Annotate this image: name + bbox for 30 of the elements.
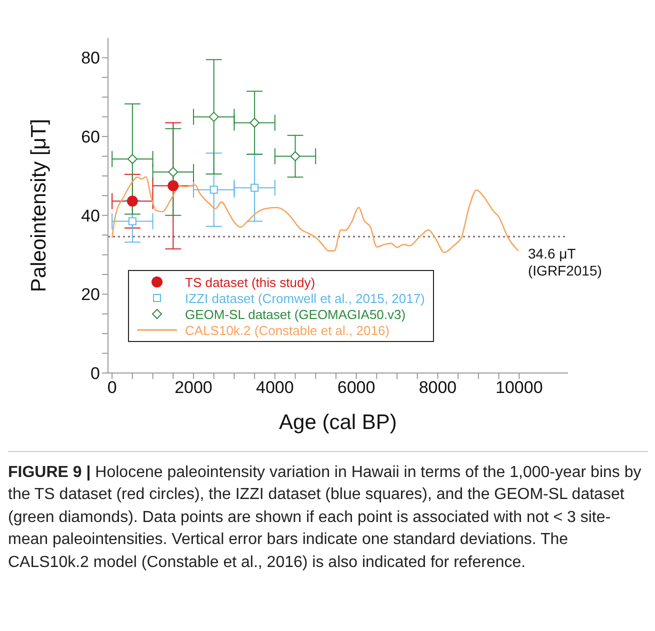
y-tick-label: 80 <box>81 48 100 68</box>
point <box>208 112 219 122</box>
point <box>128 217 136 226</box>
y-tick-label: 40 <box>81 206 100 226</box>
point <box>168 167 178 177</box>
legend-label: TS dataset (this study) <box>185 274 316 290</box>
ref-line-label: 34.6 μT (IGRF2015) <box>528 246 602 279</box>
point <box>126 196 138 207</box>
point <box>250 118 260 128</box>
point <box>127 154 138 164</box>
legend-label: GEOM-SL dataset (GEOMAGIA50.v3) <box>185 306 406 322</box>
x-tick-label: 6000 <box>337 378 376 398</box>
point <box>168 180 179 192</box>
x-tick-label: 4000 <box>256 378 294 398</box>
x-tick-label: 8000 <box>418 378 457 398</box>
point <box>290 151 300 162</box>
x-tick-label: 10000 <box>496 378 543 398</box>
point <box>250 184 259 192</box>
y-tick-label: 20 <box>81 285 100 304</box>
y-axis-title: Paleointensity [μT] <box>27 118 50 292</box>
line-series <box>111 176 519 254</box>
caption: FIGURE 9 | Holocene paleointensity variation in Hawaii in terms of the 1,000-year bins by the TS dataset (red circles), the IZZI dataset (blue squares), and the GEOM-SL dataset (green diamonds). Data points are shown if each point is associated with not < 3 site-mean paleointensities. Vertical error bars indicate one standard deviations. The CALS10k.2 model (Constable et al., 2016) is also indicated for reference. <box>8 451 648 574</box>
x-tick-label: 2000 <box>174 378 212 398</box>
point <box>210 186 218 194</box>
x-tick-label: 0 <box>107 378 117 398</box>
legend-label: CALS10k.2 (Constable et al., 2016) <box>185 322 390 338</box>
y-tick-label: 0 <box>90 364 100 384</box>
legend-label: IZZI dataset (Cromwell et al., 2015, 2017) <box>185 290 425 306</box>
y-tick-label: 60 <box>81 128 100 147</box>
x-axis-title: Age (cal BP) <box>279 411 397 434</box>
